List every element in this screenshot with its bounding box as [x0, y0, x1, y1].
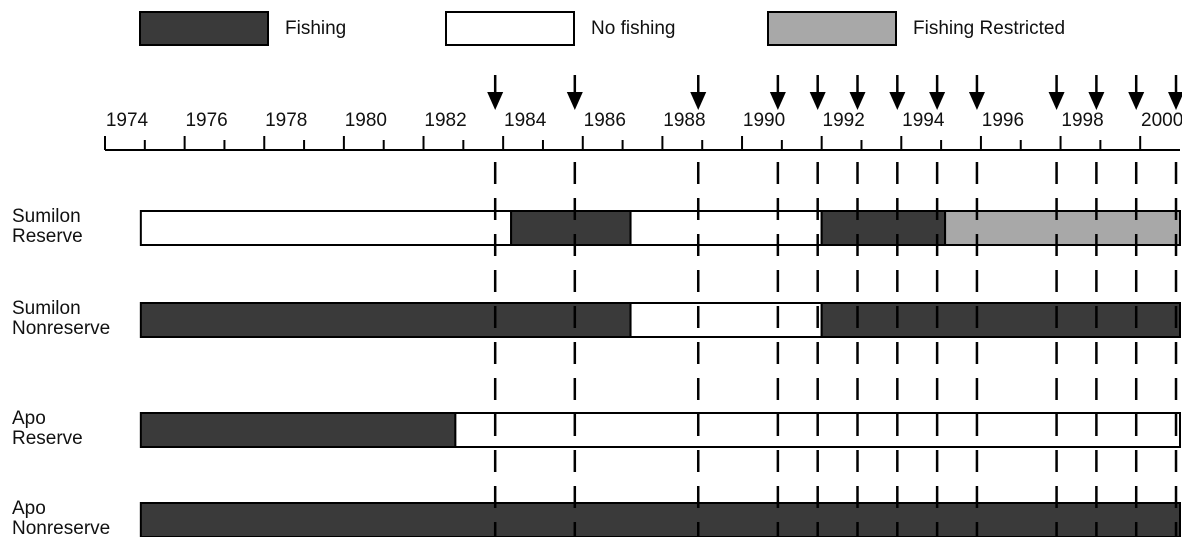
- x-tick-label: 1980: [345, 110, 387, 131]
- segment: [139, 502, 1181, 537]
- survey-arrow-head: [1088, 92, 1105, 110]
- survey-arrow-head: [968, 92, 985, 110]
- survey-arrow-head: [929, 92, 946, 110]
- segment: [629, 302, 823, 338]
- legend-label: No fishing: [591, 18, 676, 39]
- segment: [944, 210, 1181, 246]
- legend-swatch: [767, 11, 897, 46]
- x-tick-label: 1976: [185, 110, 227, 131]
- survey-arrow-head: [849, 92, 866, 110]
- survey-arrow-head: [889, 92, 906, 110]
- row-label-line: Apo: [12, 408, 46, 429]
- x-tick-label: 1974: [106, 110, 149, 131]
- row-label: Sumilon Nonreserve: [12, 298, 110, 339]
- survey-arrow-head: [809, 92, 826, 110]
- x-tick-label: 1978: [265, 110, 307, 131]
- survey-arrow-head: [1168, 92, 1182, 110]
- x-tick-label: 2000: [1141, 110, 1182, 131]
- x-tick-label: 1982: [424, 110, 466, 131]
- segment: [139, 302, 632, 338]
- segment: [820, 210, 947, 246]
- x-tick-label: 1996: [982, 110, 1024, 131]
- survey-arrow-head: [1128, 92, 1145, 110]
- x-tick-label: 1998: [1061, 110, 1103, 131]
- row-label-line: Nonreserve: [12, 318, 110, 339]
- row-label-line: Sumilon: [12, 298, 81, 319]
- row-label: Sumilon Reserve: [12, 206, 83, 247]
- legend-swatch: [445, 11, 575, 46]
- row-label-line: Apo: [12, 498, 46, 519]
- survey-arrow-head: [1048, 92, 1065, 110]
- segment: [820, 302, 1182, 338]
- row-label-line: Reserve: [12, 428, 83, 449]
- x-tick-label: 1994: [902, 110, 945, 131]
- row-label-line: Sumilon: [12, 206, 81, 227]
- row-label: Apo Reserve: [12, 408, 83, 449]
- survey-arrow-head: [566, 92, 583, 110]
- x-tick-label: 1990: [743, 110, 785, 131]
- row-label-line: Reserve: [12, 226, 83, 247]
- x-tick-label: 1988: [663, 110, 705, 131]
- x-tick-label: 1992: [823, 110, 865, 131]
- row-label-line: Nonreserve: [12, 518, 110, 537]
- segment: [510, 210, 632, 246]
- survey-arrow-head: [769, 92, 786, 110]
- legend-label: Fishing: [285, 18, 346, 39]
- segment: [629, 210, 823, 246]
- x-tick-label: 1984: [504, 110, 547, 131]
- segment: [139, 412, 457, 448]
- legend-swatch: [139, 11, 269, 46]
- x-tick-label: 1986: [584, 110, 626, 131]
- segment: [139, 210, 513, 246]
- survey-arrow-head: [690, 92, 707, 110]
- survey-arrow-head: [487, 92, 504, 110]
- legend-label: Fishing Restricted: [913, 18, 1065, 39]
- row-label: Apo Nonreserve: [12, 498, 110, 537]
